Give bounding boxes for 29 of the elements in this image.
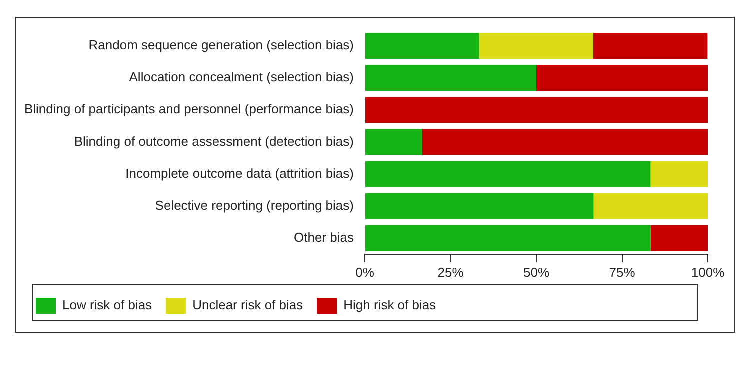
bar <box>366 225 651 252</box>
legend-label: High risk of bias <box>344 298 437 313</box>
bar <box>366 65 536 92</box>
bar <box>422 129 708 156</box>
y-tick-label: Blinding of outcome assessment (detection bias) <box>74 134 354 149</box>
bar <box>593 33 708 59</box>
legend-label: Low risk of bias <box>62 298 153 313</box>
x-tick-label: 100% <box>691 264 726 280</box>
bar <box>650 225 708 252</box>
y-tick-label: Selective reporting (reporting bias) <box>155 198 354 213</box>
legend-label: Unclear risk of bias <box>192 298 304 313</box>
x-tick-label: 0% <box>356 264 375 280</box>
bar <box>366 129 422 156</box>
x-tick-label: 75% <box>609 264 636 280</box>
bar <box>536 65 708 92</box>
y-tick-label: Allocation concealment (selection bias) <box>129 70 354 85</box>
y-tick-label: Blinding of participants and personnel (performance bias) <box>24 102 354 117</box>
y-tick-label: Incomplete outcome data (attrition bias) <box>126 166 354 181</box>
bar <box>479 33 594 59</box>
bar <box>366 97 708 124</box>
bar <box>366 193 594 220</box>
y-tick-label: Other bias <box>294 230 354 245</box>
bar <box>650 161 708 188</box>
x-tick-label: 50% <box>523 264 550 280</box>
bar <box>594 193 708 220</box>
bar <box>366 161 651 188</box>
x-tick-label: 25% <box>438 264 464 280</box>
y-tick-label: Random sequence generation (selection bias) <box>88 38 354 53</box>
bar <box>366 33 480 59</box>
